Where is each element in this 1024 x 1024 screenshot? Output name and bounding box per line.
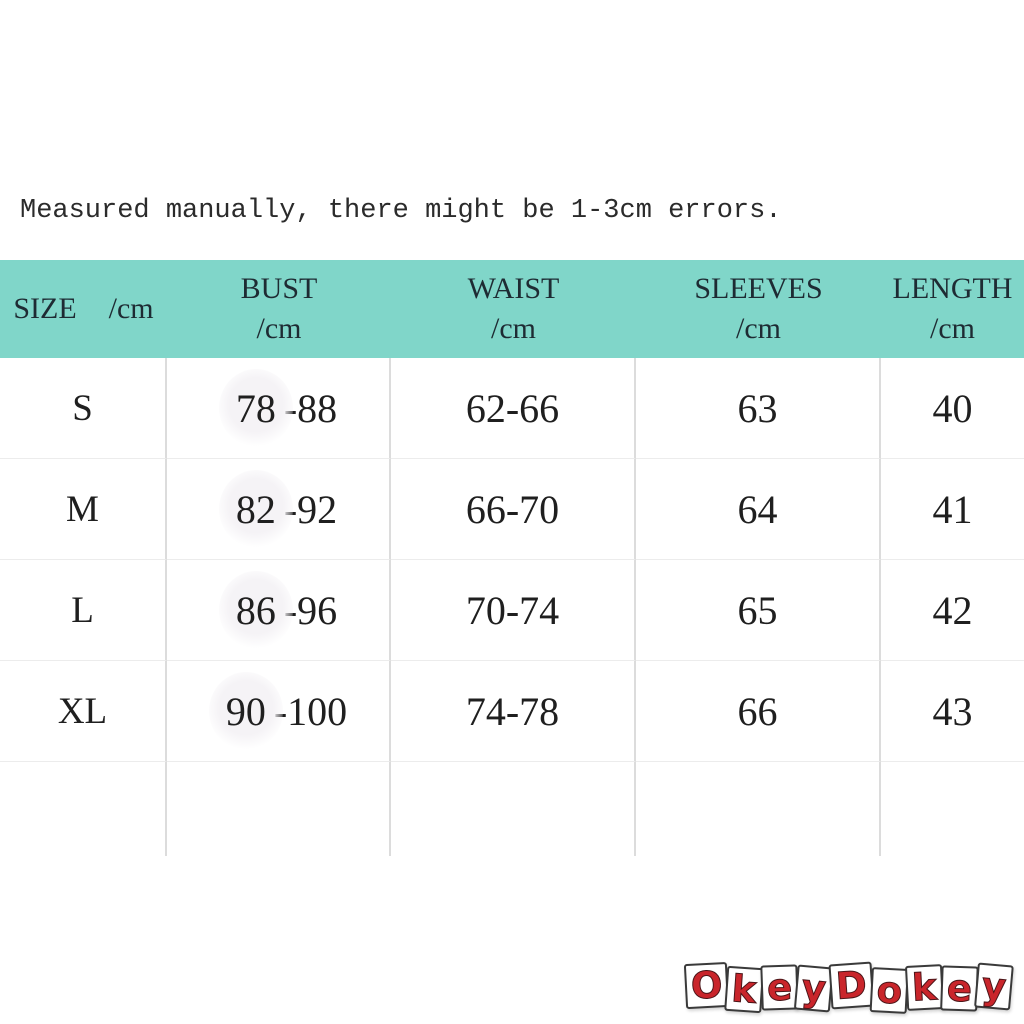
header-bust-label: BUST <box>240 272 318 306</box>
cell-waist-s: 62-66 <box>391 358 636 459</box>
cell-sleeves-m: 64 <box>636 459 881 560</box>
header-waist-unit: /cm <box>491 312 536 345</box>
cell-bust-m: 82 -92 <box>167 459 391 560</box>
logo-letter: k <box>905 963 945 1011</box>
cell-length-s: 40 <box>881 358 1024 459</box>
header-size-line: SIZE /cm <box>13 289 153 329</box>
logo-letter: o <box>869 966 910 1014</box>
logo-letter: y <box>793 964 834 1013</box>
cell-waist-l: 70-74 <box>391 560 636 661</box>
cell-bust-l: 86 -96 <box>167 560 391 661</box>
header-length-label: LENGTH <box>892 272 1013 306</box>
logo-letter: O <box>683 961 730 1010</box>
bust-low-value: 86 <box>235 587 276 633</box>
size-chart-table: SIZE /cm BUST /cm WAIST /cm SLEEVES /cm … <box>0 260 1024 856</box>
cell-length-m: 41 <box>881 459 1024 560</box>
empty-cell <box>391 762 636 856</box>
cell-size-m: M <box>0 459 167 560</box>
cell-size-xl: XL <box>0 661 167 762</box>
edited-number-blob: 86 <box>218 571 293 649</box>
header-size-label: SIZE <box>13 292 77 326</box>
logo-letter: y <box>973 962 1014 1011</box>
okeydokey-logo: O k e y D o k e y <box>683 961 1014 1014</box>
cell-size-l: L <box>0 560 167 661</box>
header-waist-label: WAIST <box>467 272 560 306</box>
cell-sleeves-xl: 66 <box>636 661 881 762</box>
cell-bust-xl: 90 -100 <box>167 661 391 762</box>
logo-letter: e <box>939 964 979 1012</box>
cell-bust-s: 78 -88 <box>167 358 391 459</box>
logo-letter: e <box>760 963 799 1011</box>
edited-number-blob: 90 <box>208 672 283 750</box>
edited-number-blob: 82 <box>218 470 293 548</box>
cell-sleeves-l: 65 <box>636 560 881 661</box>
cell-length-l: 42 <box>881 560 1024 661</box>
measurement-note: Measured manually, there might be 1-3cm … <box>20 196 782 226</box>
cell-waist-xl: 74-78 <box>391 661 636 762</box>
empty-cell <box>167 762 391 856</box>
header-length-unit: /cm <box>930 312 975 345</box>
header-bust-unit: /cm <box>256 312 302 345</box>
header-cell-sleeves: SLEEVES /cm <box>636 260 881 358</box>
cell-waist-m: 66-70 <box>391 459 636 560</box>
logo-letter: D <box>828 961 875 1010</box>
logo-letter: k <box>724 965 765 1014</box>
header-cell-length: LENGTH /cm <box>881 260 1024 358</box>
empty-cell <box>636 762 881 856</box>
bust-low-value: 82 <box>235 486 276 532</box>
header-size-unit: /cm <box>108 292 154 326</box>
cell-sleeves-s: 63 <box>636 358 881 459</box>
bust-low-value: 90 <box>225 688 266 734</box>
header-sleeves-label: SLEEVES <box>694 272 823 306</box>
cell-length-xl: 43 <box>881 661 1024 762</box>
edited-number-blob: 78 <box>218 369 293 447</box>
cell-size-s: S <box>0 358 167 459</box>
header-cell-bust: BUST /cm <box>167 260 391 358</box>
empty-cell <box>0 762 167 856</box>
header-cell-waist: WAIST /cm <box>391 260 636 358</box>
bust-low-value: 78 <box>235 385 276 431</box>
empty-cell <box>881 762 1024 856</box>
bust-high-value: -100 <box>273 688 348 734</box>
header-cell-size: SIZE /cm <box>0 260 167 358</box>
header-sleeves-unit: /cm <box>736 312 781 345</box>
